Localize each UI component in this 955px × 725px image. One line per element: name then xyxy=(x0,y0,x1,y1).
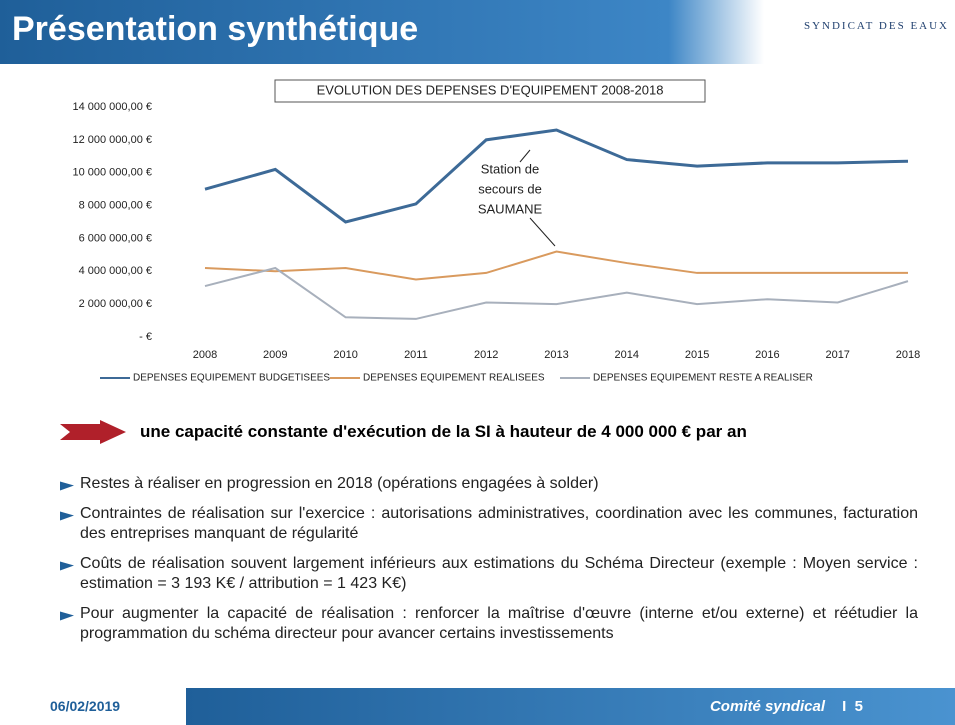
series-line xyxy=(204,250,908,281)
annotation: SAUMANE xyxy=(478,201,543,216)
header: Présentation synthétique SYNDICAT DES EA… xyxy=(0,0,955,64)
logo: SYNDICAT DES EAUX xyxy=(803,20,949,32)
y-tick-label: 8 000 000,00 € xyxy=(79,199,152,211)
y-tick-label: 6 000 000,00 € xyxy=(79,232,152,244)
chart-title-box xyxy=(274,79,706,103)
highlight-text: une capacité constante d'exécution de la… xyxy=(140,422,747,441)
footer-label: Comité syndical xyxy=(709,698,825,715)
footer-date: 06/02/2019 xyxy=(50,698,121,714)
x-tick-label: 2014 xyxy=(615,349,639,361)
bullet: Contraintes de réalisation sur l'exercic… xyxy=(58,504,918,544)
annotation: secours de xyxy=(478,181,542,196)
x-tick-label: 2015 xyxy=(685,349,709,361)
arrow-icon xyxy=(60,420,126,444)
chart-title: EVOLUTION DES DEPENSES D'EQUIPEMENT 2008… xyxy=(317,82,664,97)
x-tick-label: 2010 xyxy=(333,349,357,361)
annotation-arrow xyxy=(529,217,556,247)
y-tick-label: 2 000 000,00 € xyxy=(79,298,152,310)
page-number: 5 xyxy=(842,698,863,715)
legend-label: DEPENSES EQUIPEMENT RESTE A REALISER xyxy=(593,373,813,384)
x-tick-label: 2009 xyxy=(263,349,287,361)
x-tick-label: 2016 xyxy=(755,349,779,361)
bullet: Pour augmenter la capacité de réalisatio… xyxy=(58,604,918,644)
legend-label: DEPENSES EQUIPEMENT REALISEES xyxy=(363,373,545,384)
y-tick-label: - € xyxy=(139,331,152,343)
series-line xyxy=(204,266,909,320)
y-tick-label: 10 000 000,00 € xyxy=(72,167,152,179)
annotation-arrow xyxy=(519,149,531,163)
chart: EVOLUTION DES DEPENSES D'EQUIPEMENT 2008… xyxy=(72,79,920,384)
footer: 06/02/2019 Comité syndical 5 xyxy=(0,688,955,725)
highlight: une capacité constante d'exécution de la… xyxy=(60,420,747,444)
legend-label: DEPENSES EQUIPEMENT BUDGETISEES xyxy=(133,373,330,384)
y-tick-label: 4 000 000,00 € xyxy=(79,265,152,277)
annotation: Station de xyxy=(481,161,540,176)
x-tick-label: 2011 xyxy=(404,349,428,361)
x-tick-label: 2013 xyxy=(544,349,568,361)
slide-title: Présentation synthétique xyxy=(12,10,419,48)
x-tick-label: 2012 xyxy=(474,349,498,361)
footer-band xyxy=(186,688,955,725)
x-tick-label: 2008 xyxy=(193,349,217,361)
bullet-list: Restes à réaliser en progression en 2018… xyxy=(58,474,918,654)
x-tick-label: 2017 xyxy=(825,349,849,361)
bullet: Restes à réaliser en progression en 2018… xyxy=(58,474,918,494)
y-tick-label: 12 000 000,00 € xyxy=(72,134,152,146)
y-tick-label: 14 000 000,00 € xyxy=(72,101,152,113)
bullet: Coûts de réalisation souvent largement i… xyxy=(58,554,918,594)
x-tick-label: 2018 xyxy=(896,349,920,361)
series-line xyxy=(204,128,909,224)
